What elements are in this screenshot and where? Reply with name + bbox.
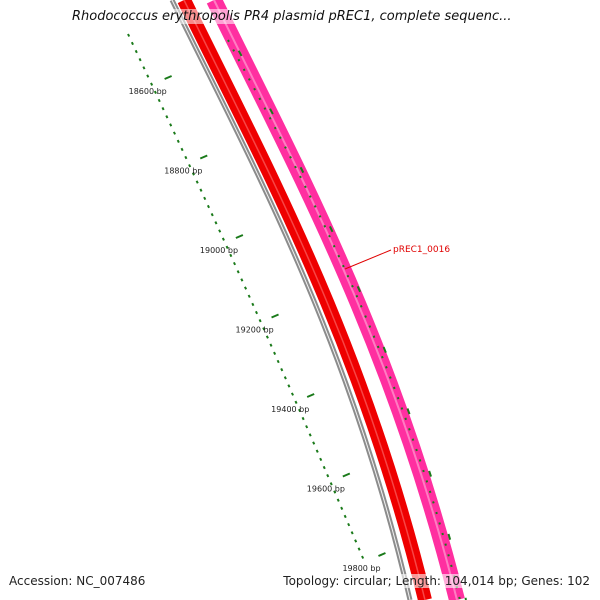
ruler-minor-tick: [172, 131, 176, 135]
ruler-minor-tick: [169, 123, 173, 127]
ruler-minor-tick: [206, 204, 210, 209]
ruler-minor-tick: [130, 41, 134, 46]
ruler-minor-tick: [294, 400, 298, 404]
ruler: 18600 bp 18800 bp 19000 bp 19200 bp 19400 bp…: [127, 33, 386, 573]
ruler-minor-tick: [134, 49, 138, 54]
ruler-minor-tick: [343, 514, 347, 519]
ruler-minor-tick: [319, 457, 323, 462]
ruler-minor-tick: [347, 522, 351, 527]
ruler-minor-tick: [161, 106, 165, 111]
ruler-minor-tick: [305, 425, 309, 429]
ruler-major-tick: [306, 393, 315, 398]
ruler-minor-tick: [357, 547, 361, 551]
ruler-minor-tick: [153, 90, 157, 95]
ruler-minor-tick: [350, 531, 354, 535]
ruler-minor-tick: [340, 506, 344, 510]
ruler-minor-tick: [184, 155, 188, 160]
ruler-minor-tick: [188, 164, 192, 168]
ruler-minor-tick: [221, 237, 225, 241]
ruler-minor-tick: [361, 555, 365, 559]
ruler-major-tick: [199, 154, 208, 160]
ruler-minor-tick: [225, 245, 229, 249]
map-title: Rhodococcus erythropolis PR4 plasmid pRE…: [72, 9, 512, 24]
accession-label: Accession: NC_007486: [9, 574, 146, 588]
ruler-minor-tick: [326, 474, 330, 478]
ruler-minor-tick: [301, 416, 305, 421]
ruler-minor-tick: [329, 482, 333, 486]
ruler-minor-tick: [176, 139, 180, 143]
ruler-minor-tick: [191, 172, 195, 176]
ruler-minor-tick: [157, 98, 161, 103]
ruler-major-tick: [342, 472, 351, 478]
ruler-minor-tick: [308, 433, 312, 437]
ruler-minor-tick: [254, 310, 258, 315]
ruler-minor-tick: [322, 465, 326, 470]
ruler-minor-tick: [247, 294, 251, 298]
ruler-label: 19200 bp: [236, 326, 274, 335]
ruler-minor-tick: [276, 359, 280, 364]
ruler-minor-tick: [269, 343, 273, 347]
ruler-minor-tick: [195, 180, 199, 184]
ruler-minor-tick: [229, 253, 233, 258]
ruler-minor-tick: [262, 327, 266, 331]
ruler-major-tick: [271, 313, 279, 319]
ruler-label: 19400 bp: [271, 405, 309, 414]
ruler-label: 19800 bp: [342, 564, 380, 573]
ruler-minor-tick: [273, 351, 277, 356]
reverse-gene-track: [206, 0, 465, 600]
ruler-minor-tick: [165, 115, 169, 119]
ruler-minor-tick: [290, 392, 294, 396]
ruler-minor-tick: [218, 229, 222, 233]
ruler-major-tick: [378, 552, 386, 557]
ruler-minor-tick: [283, 376, 287, 380]
ruler-minor-tick: [214, 221, 218, 225]
ruler-minor-tick: [244, 286, 248, 290]
ruler-label: 19600 bp: [307, 485, 345, 494]
feature-label[interactable]: pREC1_0016: [393, 245, 450, 255]
ruler-minor-tick: [258, 319, 262, 323]
ruler-minor-tick: [138, 58, 142, 62]
ruler-minor-tick: [333, 490, 337, 494]
ruler-major-tick: [164, 75, 173, 80]
ruler-minor-tick: [146, 74, 150, 78]
ruler-label: 18600 bp: [129, 87, 167, 96]
ruler-minor-tick: [199, 188, 203, 192]
ruler-minor-tick: [336, 498, 340, 502]
feature-callout-line: [344, 249, 392, 270]
ruler-minor-tick: [127, 33, 131, 37]
ruler-label: 18800 bp: [164, 167, 202, 176]
ruler-minor-tick: [354, 539, 358, 543]
ruler-minor-tick: [203, 196, 207, 201]
ruler-minor-tick: [265, 335, 269, 339]
ruler-minor-tick: [280, 367, 284, 372]
ruler-minor-tick: [233, 261, 237, 266]
ruler-label: 19000 bp: [200, 246, 238, 255]
ruler-minor-tick: [298, 408, 302, 413]
ruler-minor-tick: [240, 278, 244, 282]
ruler-minor-tick: [142, 66, 146, 70]
ruler-minor-tick: [315, 449, 319, 453]
ruler-minor-tick: [236, 270, 240, 274]
ruler-minor-tick: [312, 441, 316, 445]
ruler-minor-tick: [210, 213, 214, 217]
ruler-minor-tick: [180, 147, 184, 152]
summary-label: Topology: circular; Length: 104,014 bp; …: [283, 574, 590, 588]
ruler-minor-tick: [287, 384, 291, 388]
outer-tick-track: [227, 39, 461, 600]
ruler-minor-tick: [150, 82, 154, 86]
ruler-major-tick: [235, 234, 244, 239]
ruler-minor-tick: [251, 302, 255, 307]
backbone-track: [169, 0, 413, 600]
